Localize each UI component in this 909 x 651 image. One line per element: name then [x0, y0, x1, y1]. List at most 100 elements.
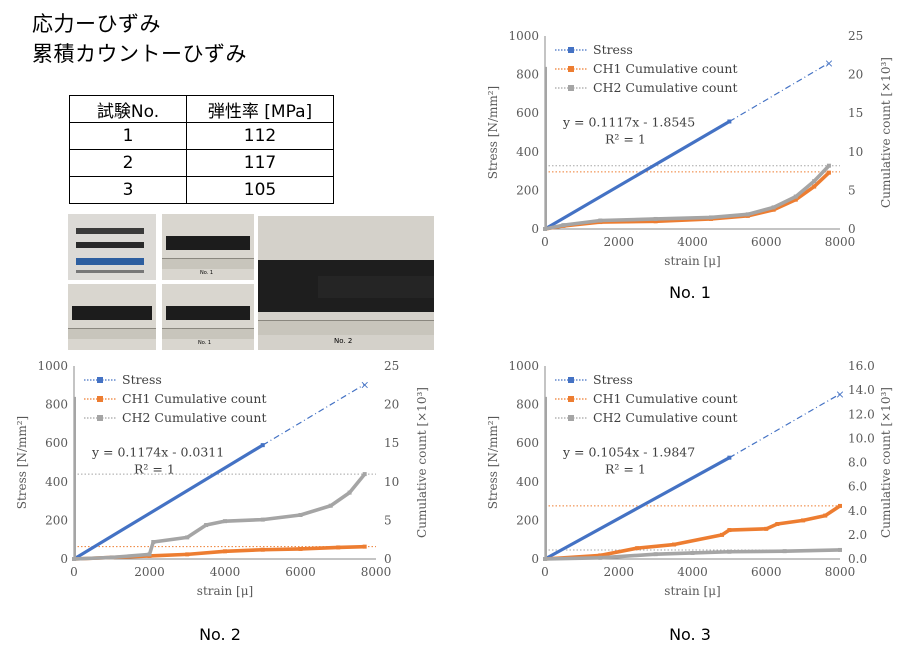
series-point	[782, 549, 787, 554]
series-point	[151, 540, 156, 545]
y-tick-label: 200	[516, 183, 539, 197]
y2-tick-label: 14.0	[848, 383, 875, 397]
series-point	[727, 455, 732, 460]
series-point	[720, 532, 724, 537]
y2-tick-label: 20	[848, 68, 863, 82]
x-tick-label: 2000	[134, 565, 165, 579]
y2-tick-label: 0	[848, 222, 856, 236]
table-cell: 1	[69, 122, 187, 150]
x-tick-label: 6000	[751, 235, 782, 249]
series-point	[260, 443, 265, 448]
x-tick-label: 4000	[677, 565, 708, 579]
y-tick-label: 400	[45, 475, 68, 489]
trendline-r2: R² = 1	[605, 132, 646, 147]
table-header-test: 試験No.	[69, 95, 187, 123]
legend-swatch-marker	[97, 377, 103, 383]
legend-swatch-marker	[568, 85, 574, 91]
y2-tick-label: 10.0	[848, 431, 875, 445]
series-point	[561, 223, 566, 228]
x-tick-label: 0	[541, 565, 549, 579]
y2-tick-label: 25	[848, 29, 863, 43]
series-point	[838, 547, 842, 552]
series-point	[260, 517, 265, 522]
y2-tick-label: 10	[848, 145, 863, 159]
photo-caption: No. 2	[334, 337, 353, 345]
series-point	[598, 555, 603, 560]
series-point	[653, 552, 658, 557]
y-tick-label: 0	[531, 552, 539, 566]
series-point	[727, 549, 732, 554]
series-line-stress	[73, 443, 264, 561]
legend-entry: CH1 Cumulative count	[593, 61, 737, 76]
x-tick-label: 4000	[677, 235, 708, 249]
y-tick-label: 600	[516, 106, 539, 120]
table-row: 2 117	[69, 149, 334, 177]
series-line-stress	[544, 456, 731, 561]
series-point	[653, 216, 658, 221]
heading-stress-strain: 応力ーひずみ	[32, 12, 161, 36]
specimen-photo-no1a: No. 1	[162, 214, 254, 280]
y2-tick-label: 5	[384, 513, 392, 527]
series-point	[812, 179, 817, 184]
legend-swatch-marker	[568, 415, 574, 421]
y-tick-label: 600	[45, 436, 68, 450]
y2-tick-label: 12.0	[848, 407, 875, 421]
y2-tick-label: 25	[384, 359, 399, 373]
legend-entry: CH2 Cumulative count	[122, 410, 266, 425]
y-tick-label: 200	[516, 513, 539, 527]
series-point	[823, 513, 828, 518]
series-point	[727, 528, 732, 533]
trendline-r2: R² = 1	[134, 462, 175, 477]
legend-swatch-marker	[568, 66, 574, 72]
y-tick-label: 800	[45, 398, 68, 412]
chart-no2: 0 200 400 600 800 1000 0 5 10 15 20 25 0 2000 4000 6000…	[15, 359, 429, 598]
series-line-ch2	[73, 472, 367, 561]
series-point	[690, 550, 695, 555]
table-header-row: 試験No. 弾性率 [MPa]	[69, 95, 334, 123]
table-row: 1 112	[69, 122, 334, 150]
chart-caption-no2: No. 2	[199, 625, 241, 644]
y-tick-label: 1000	[508, 359, 539, 373]
legend-swatch-marker	[568, 396, 574, 402]
series-point	[328, 503, 333, 508]
x-tick-label: 4000	[210, 565, 241, 579]
x-tick-label: 0	[70, 565, 78, 579]
y2-tick-label: 15	[848, 106, 863, 120]
x-tick-label: 8000	[825, 235, 856, 249]
series-point	[764, 526, 769, 531]
series-point	[362, 472, 367, 477]
trendline-end-marker: ×	[835, 388, 844, 401]
series-point	[109, 555, 114, 560]
y2-tick-label: 5	[848, 183, 856, 197]
series-point	[598, 218, 603, 223]
y2-tick-label: 10	[384, 475, 399, 489]
legend-entry: CH1 Cumulative count	[122, 391, 266, 406]
series-point	[672, 542, 677, 547]
heading-count-strain: 累積カウントーひずみ	[32, 42, 247, 66]
series-point	[771, 207, 776, 212]
series-point	[204, 523, 209, 528]
y-axis-label: Stress [N/mm²]	[15, 416, 29, 510]
legend-entry: Stress	[593, 372, 633, 387]
x-axis-label: strain [μ]	[664, 584, 720, 598]
chart-no3: 0 200 400 600 800 1000 0.0 2.0 4.0 6.0 8.0 10.0 12.0…	[486, 359, 893, 598]
y2-tick-label: 16.0	[848, 359, 875, 373]
table-cell: 105	[186, 176, 334, 204]
y-tick-label: 0	[60, 552, 68, 566]
y-tick-label: 800	[516, 68, 539, 82]
modulus-table: 試験No. 弾性率 [MPa] 1 112 2 117 3 105	[69, 95, 334, 204]
series-line-stress	[544, 120, 731, 231]
legend-swatch-marker	[568, 377, 574, 383]
y2-axis-label: Cumulative count [×10³]	[415, 387, 429, 538]
series-point	[598, 553, 603, 558]
series-point	[362, 544, 367, 549]
series-point	[775, 522, 780, 527]
series-point	[336, 545, 341, 550]
photo-caption: No. 1	[200, 270, 214, 276]
trendline-end-marker: ×	[824, 57, 833, 70]
series-point	[185, 535, 190, 540]
legend-entry: CH2 Cumulative count	[593, 410, 737, 425]
table-cell: 2	[69, 149, 187, 177]
series-point	[347, 490, 352, 495]
series-point	[826, 170, 831, 175]
